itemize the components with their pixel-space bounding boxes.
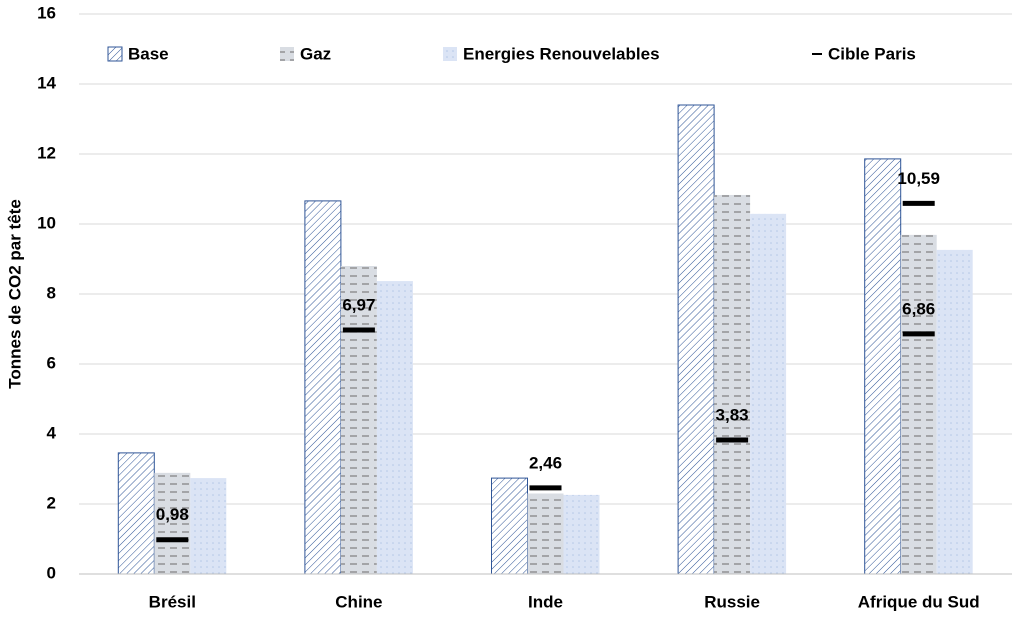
bar — [900, 234, 937, 574]
x-tick-label: Brésil — [149, 592, 196, 611]
y-tick-label: 6 — [47, 353, 56, 372]
x-tick-label: Russie — [704, 592, 760, 611]
target-label: 2,46 — [529, 453, 562, 472]
bar — [563, 494, 600, 574]
legend-label: Cible Paris — [828, 44, 916, 63]
legend-swatch — [107, 46, 123, 62]
target-label: 10,59 — [897, 169, 940, 188]
bar — [376, 281, 413, 574]
bar — [750, 213, 787, 574]
y-tick-label: 10 — [37, 213, 56, 232]
y-tick-label: 2 — [47, 493, 56, 512]
y-tick-label: 4 — [47, 423, 57, 442]
legend-label: Energies Renouvelables — [463, 44, 660, 63]
bar — [304, 200, 342, 575]
bar — [491, 477, 528, 575]
y-tick-label: 16 — [37, 3, 56, 22]
y-tick-label: 8 — [47, 283, 56, 302]
y-tick-label: 0 — [47, 563, 56, 582]
target-label: 3,83 — [716, 405, 749, 424]
bar — [117, 452, 155, 575]
bar — [714, 194, 751, 574]
bar — [154, 472, 191, 574]
x-tick-label: Afrique du Sud — [858, 592, 980, 611]
target-label: 6,86 — [902, 299, 935, 318]
bar — [190, 478, 227, 574]
bar — [936, 249, 973, 574]
y-tick-label: 14 — [37, 73, 56, 92]
y-axis-label: Tonnes de CO2 par tête — [5, 199, 24, 389]
legend-label: Base — [128, 44, 169, 63]
legend-swatch — [443, 47, 457, 61]
target-label: 6,97 — [342, 296, 375, 315]
target-label: 0,98 — [156, 505, 189, 524]
y-tick-label: 12 — [37, 143, 56, 162]
bar — [527, 493, 564, 574]
x-tick-label: Chine — [335, 592, 382, 611]
bar — [864, 158, 902, 575]
bar — [340, 266, 377, 574]
legend-label: Gaz — [300, 44, 331, 63]
x-tick-label: Inde — [528, 592, 563, 611]
legend-swatch — [280, 47, 294, 61]
bar — [677, 104, 715, 575]
